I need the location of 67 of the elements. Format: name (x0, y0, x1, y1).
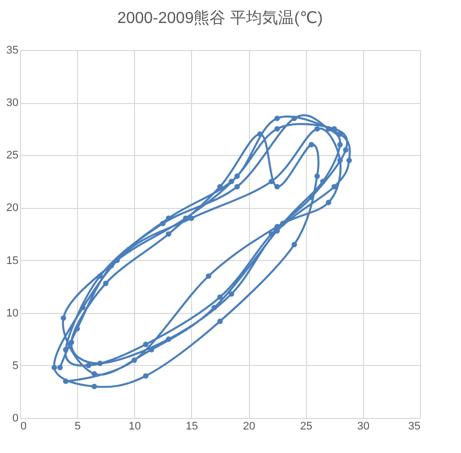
point (97, 273, 103, 279)
point (314, 173, 320, 179)
y-tick-label: 5 (12, 360, 18, 372)
point (86, 362, 92, 368)
point (166, 336, 172, 342)
point (52, 364, 58, 370)
point (314, 126, 320, 132)
y-tick-label: 35 (6, 44, 18, 56)
point (268, 231, 274, 237)
x-tick-label: 15 (186, 420, 198, 432)
point (142, 373, 148, 379)
point (108, 262, 114, 268)
point (57, 364, 63, 370)
point (337, 158, 343, 164)
x-tick-label: 30 (357, 420, 370, 432)
point (280, 220, 286, 226)
x-tick-label: 5 (74, 420, 81, 432)
point (166, 231, 172, 237)
y-tick-label: 15 (6, 254, 18, 267)
point (132, 357, 138, 363)
point (326, 200, 332, 206)
point (292, 242, 298, 248)
y-tick-label: 10 (6, 307, 18, 320)
point (142, 342, 148, 348)
y-tick-label: 0 (12, 412, 18, 424)
point (206, 273, 212, 279)
point (160, 220, 166, 226)
point (292, 116, 298, 122)
point (228, 291, 234, 297)
point (68, 340, 74, 346)
point (346, 158, 352, 164)
point (217, 294, 223, 300)
point (97, 360, 103, 366)
y-tick-label: 20 (6, 202, 18, 214)
point (234, 184, 240, 190)
x-tick-label: 0 (20, 420, 27, 432)
point (228, 178, 234, 184)
x-tick-label: 25 (300, 420, 312, 432)
chart-title: 2000-2009熊谷 平均気温(℃) (117, 9, 323, 27)
point (274, 116, 280, 122)
line-series (52, 116, 352, 390)
point (60, 315, 66, 321)
point (337, 142, 343, 148)
point (62, 346, 68, 352)
point (274, 126, 280, 132)
point (257, 131, 263, 137)
point (320, 178, 326, 184)
y-tick-label: 30 (6, 97, 18, 110)
x-tick-label: 10 (128, 420, 141, 432)
point (92, 384, 98, 390)
point (308, 142, 314, 148)
point (212, 304, 218, 310)
point (268, 178, 274, 184)
x-tick-label: 20 (242, 420, 256, 432)
point (332, 184, 338, 190)
point (80, 304, 86, 310)
point (62, 378, 68, 384)
x-tick-label: 35 (408, 420, 420, 432)
y-tick-label: 25 (6, 150, 18, 162)
point (342, 147, 348, 153)
point (102, 280, 108, 286)
point (188, 215, 194, 221)
point (274, 184, 280, 190)
point (217, 318, 223, 324)
point (166, 215, 172, 221)
point (326, 126, 332, 132)
point (234, 173, 240, 179)
